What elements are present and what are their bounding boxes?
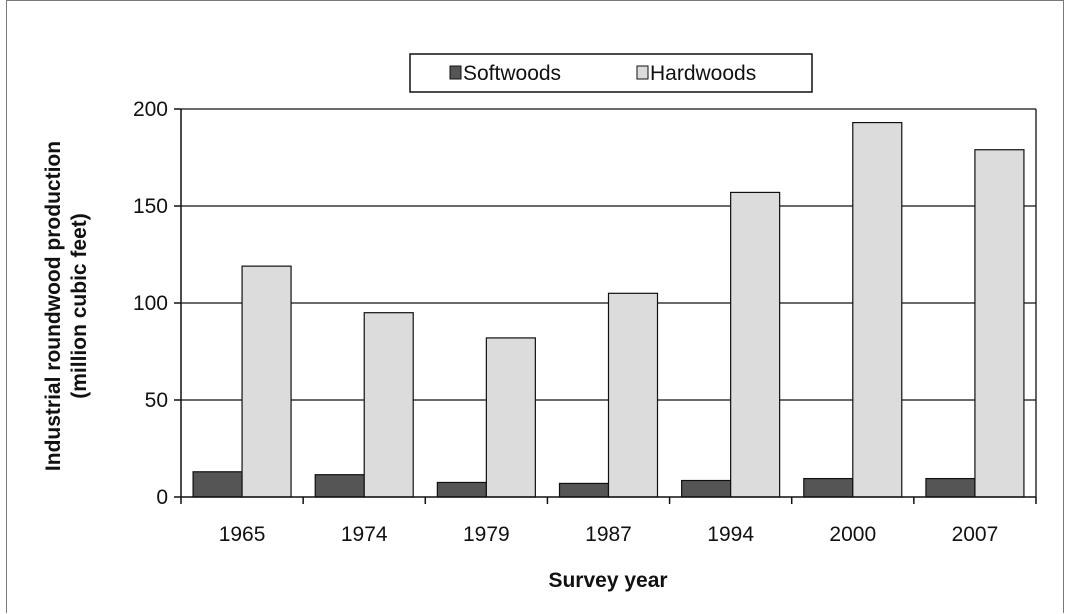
chart-frame bbox=[6, 0, 1064, 613]
y-tick-label-50: 50 bbox=[145, 389, 168, 412]
bar-hardwoods-1987 bbox=[607, 292, 659, 498]
x-tick-label-1979: 1979 bbox=[463, 523, 510, 546]
x-tick-label-2007: 2007 bbox=[952, 523, 999, 546]
legend-swatch-softwoods bbox=[449, 65, 462, 80]
bars bbox=[192, 121, 1025, 498]
bar-hardwoods-1979 bbox=[485, 337, 536, 498]
y-axis-title: Industrial roundwood production (million… bbox=[42, 141, 91, 471]
y-tick-label-0: 0 bbox=[156, 486, 168, 509]
bar-hardwoods-1974 bbox=[363, 312, 414, 498]
x-axis-title: Survey year bbox=[548, 569, 667, 592]
x-tick-label-1987: 1987 bbox=[585, 523, 632, 546]
x-tick-label-2000: 2000 bbox=[829, 523, 876, 546]
legend-label-hardwoods: Hardwoods bbox=[650, 62, 756, 85]
bar-softwoods-1994 bbox=[681, 479, 732, 498]
bar-hardwoods-1965 bbox=[241, 265, 292, 498]
legend-label-softwoods: Softwoods bbox=[463, 62, 561, 85]
axes bbox=[174, 108, 1037, 504]
x-tick-label-1994: 1994 bbox=[707, 523, 754, 546]
x-tick-label-1965: 1965 bbox=[219, 523, 266, 546]
bar-softwoods-1979 bbox=[436, 481, 487, 498]
bar-hardwoods-2007 bbox=[974, 149, 1025, 498]
bar-hardwoods-1994 bbox=[730, 191, 781, 498]
y-tick-label-150: 150 bbox=[133, 195, 168, 218]
bar-hardwoods-2000 bbox=[852, 121, 903, 498]
y-tick-label-200: 200 bbox=[133, 98, 168, 121]
y-tick-labels: 0 50 100 150 200 bbox=[133, 98, 168, 509]
bar-softwoods-2000 bbox=[803, 477, 854, 498]
legend-box bbox=[409, 53, 813, 93]
bar-softwoods-1965 bbox=[192, 471, 243, 498]
bar-softwoods-2007 bbox=[925, 477, 976, 498]
y-axis-title-line-2: (million cubic feet) bbox=[68, 213, 91, 399]
bar-softwoods-1974 bbox=[314, 474, 365, 498]
y-tick-label-100: 100 bbox=[133, 292, 168, 315]
y-axis-title-line-1: Industrial roundwood production bbox=[42, 141, 65, 471]
x-tick-labels: 1965 1974 1979 1987 1994 2000 2007 bbox=[219, 523, 999, 546]
legend: Softwoods Hardwoods bbox=[409, 53, 813, 93]
bar-softwoods-1987 bbox=[558, 482, 610, 498]
x-tick-label-1974: 1974 bbox=[341, 523, 388, 546]
legend-swatch-hardwoods bbox=[636, 65, 649, 80]
